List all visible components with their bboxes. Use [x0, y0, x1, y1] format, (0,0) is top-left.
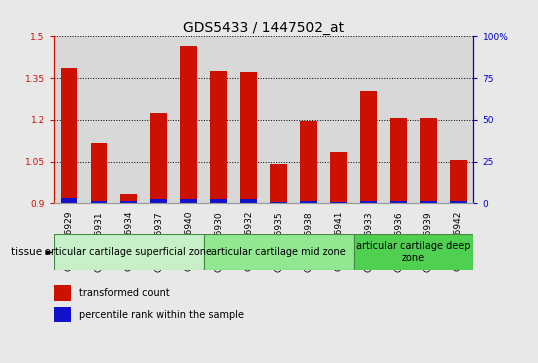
Bar — [353, 36, 384, 203]
Bar — [151, 199, 167, 203]
Bar — [240, 73, 257, 203]
Text: tissue ►: tissue ► — [11, 247, 54, 257]
Bar — [121, 193, 137, 203]
Text: percentile rank within the sample: percentile rank within the sample — [79, 310, 244, 319]
Bar — [360, 90, 377, 203]
Bar — [54, 285, 70, 301]
Bar — [360, 201, 377, 203]
Bar — [180, 46, 197, 203]
Bar — [420, 118, 437, 203]
Bar — [240, 199, 257, 203]
Bar — [353, 234, 473, 270]
Bar — [144, 36, 174, 203]
Bar — [84, 36, 114, 203]
Bar — [204, 36, 233, 203]
Bar — [61, 198, 77, 203]
Text: articular cartilage deep
zone: articular cartilage deep zone — [356, 241, 471, 263]
Text: articular cartilage mid zone: articular cartilage mid zone — [211, 247, 346, 257]
Bar — [54, 36, 84, 203]
Bar — [114, 36, 144, 203]
Bar — [54, 234, 204, 270]
Bar — [450, 160, 466, 203]
Bar — [414, 36, 443, 203]
Bar — [390, 118, 407, 203]
Bar — [300, 201, 317, 203]
Bar — [121, 201, 137, 203]
Bar — [210, 199, 227, 203]
Title: GDS5433 / 1447502_at: GDS5433 / 1447502_at — [183, 21, 344, 35]
Bar — [330, 152, 347, 203]
Bar — [61, 68, 77, 203]
Bar — [384, 36, 414, 203]
Bar — [90, 201, 107, 203]
Bar — [300, 121, 317, 203]
Bar — [204, 234, 353, 270]
Bar — [390, 201, 407, 203]
Bar — [450, 201, 466, 203]
Bar — [323, 36, 353, 203]
Bar — [54, 307, 70, 322]
Bar — [90, 143, 107, 203]
Text: transformed count: transformed count — [79, 288, 169, 298]
Bar — [443, 36, 473, 203]
Bar — [271, 164, 287, 203]
Bar — [294, 36, 323, 203]
Bar — [210, 71, 227, 203]
Bar — [264, 36, 294, 203]
Bar — [180, 199, 197, 203]
Bar — [420, 201, 437, 203]
Bar — [151, 113, 167, 203]
Bar — [174, 36, 204, 203]
Text: articular cartilage superficial zone: articular cartilage superficial zone — [45, 247, 212, 257]
Bar — [233, 36, 264, 203]
